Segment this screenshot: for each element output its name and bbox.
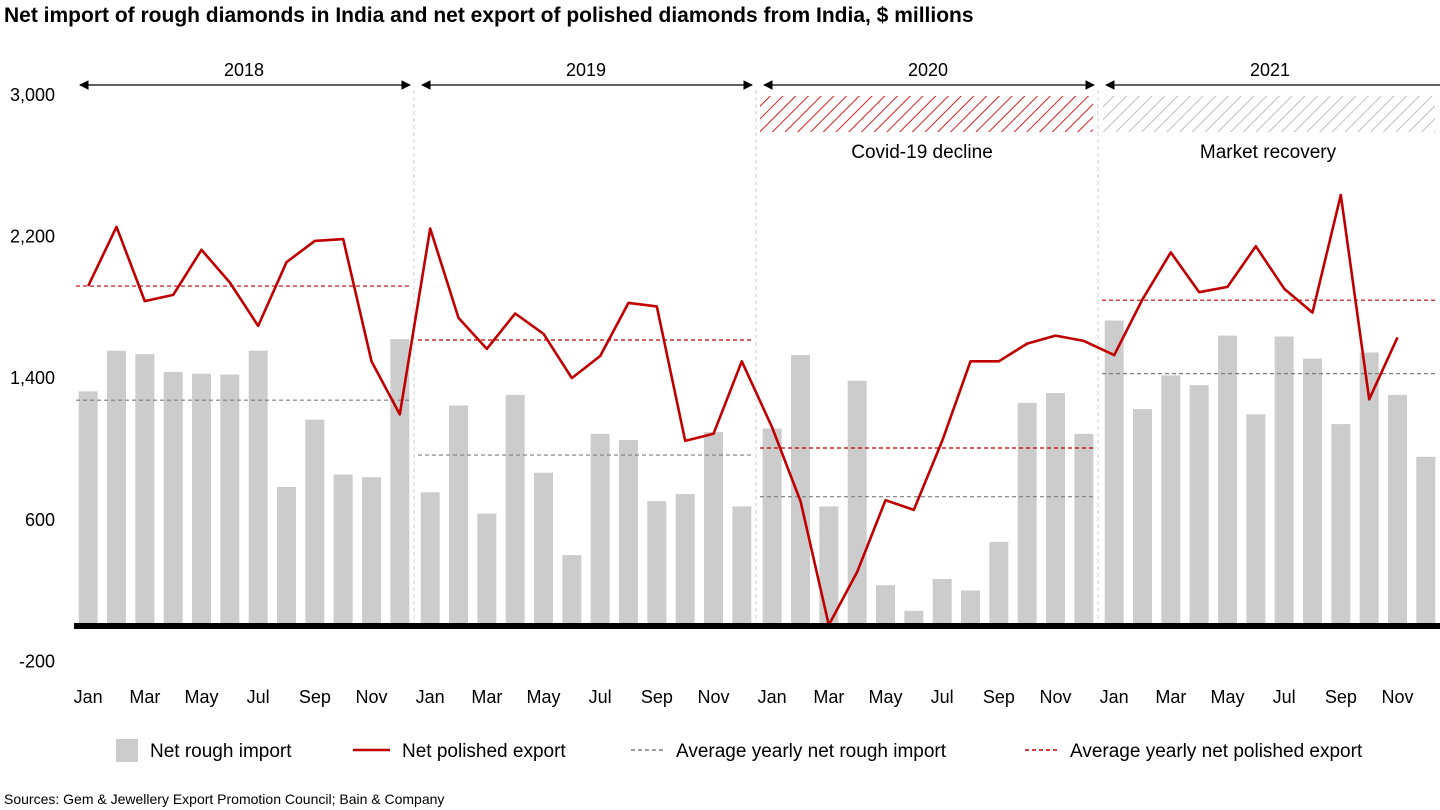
bar-rough-2021-9 (1331, 424, 1351, 625)
legend-label-polished: Net polished export (402, 741, 566, 762)
x-tick-label: Nov (355, 687, 387, 707)
bar-rough-2018-1 (78, 391, 98, 625)
bar-rough-2021-3 (1161, 375, 1181, 625)
diamond-trade-chart: Covid-19 decline Market recovery 2018 2019… (10, 60, 1440, 762)
x-tick-label: Mar (1155, 687, 1186, 707)
x-tick-label: Mar (129, 687, 160, 707)
y-tick-label: 600 (25, 510, 55, 530)
bar-rough-2021-11 (1388, 394, 1407, 625)
bar-rough-2021-5 (1218, 335, 1237, 625)
bar-rough-2018-3 (135, 354, 155, 625)
bar-rough-2019-5 (534, 472, 553, 625)
bar-rough-2019-4 (505, 394, 525, 625)
bar-rough-2019-12 (732, 506, 752, 625)
year-label-2020: 2020 (908, 60, 948, 80)
recovery-hatch-band (1103, 96, 1435, 132)
year-label-2018: 2018 (224, 60, 264, 80)
x-tick-label: Mar (813, 687, 844, 707)
year-label-2021: 2021 (1250, 60, 1290, 80)
x-tick-label: May (1210, 687, 1244, 707)
bar-rough-2018-6 (220, 374, 240, 625)
legend-label-rough-avg: Average yearly net rough import (676, 741, 947, 762)
bar-rough-2021-4 (1189, 385, 1209, 625)
bar-rough-2018-12 (390, 339, 410, 625)
bar-rough-2020-7 (932, 578, 952, 625)
bar-rough-2018-9 (305, 419, 325, 625)
legend-label-rough: Net rough import (150, 741, 292, 762)
bar-rough-2019-11 (704, 432, 723, 625)
x-tick-label: Jul (247, 687, 270, 707)
bar-rough-2018-5 (192, 373, 211, 625)
bar-rough-2019-9 (647, 501, 667, 625)
bar-rough-2019-7 (590, 433, 610, 625)
bar-rough-2021-12 (1416, 456, 1436, 625)
bar-rough-2020-10 (1017, 402, 1037, 625)
bar-rough-2020-12 (1074, 433, 1094, 625)
x-tick-label: Nov (1039, 687, 1071, 707)
bar-rough-2019-8 (619, 440, 638, 625)
bar-rough-2020-3 (819, 506, 839, 625)
x-tick-label: Sep (1325, 687, 1357, 707)
year-label-2019: 2019 (566, 60, 606, 80)
bar-rough-2021-2 (1133, 409, 1152, 625)
bar-rough-2019-3 (477, 513, 497, 625)
x-tick-label: Jul (1273, 687, 1296, 707)
bar-rough-2020-2 (791, 355, 810, 625)
x-tick-label: May (526, 687, 560, 707)
recovery-annotation: Market recovery (1200, 142, 1337, 163)
bar-rough-2020-8 (961, 590, 980, 625)
x-tick-label: Jan (74, 687, 103, 707)
y-tick-label: 2,200 (10, 227, 55, 247)
covid-hatch-band (760, 96, 1093, 132)
bar-rough-2018-7 (248, 350, 268, 625)
bar-rough-2021-10 (1359, 352, 1379, 625)
bar-rough-2021-6 (1246, 414, 1266, 625)
x-tick-label: Jan (416, 687, 445, 707)
bar-rough-2018-2 (107, 350, 126, 625)
bar-rough-2018-10 (333, 474, 353, 625)
bar-rough-2020-1 (762, 428, 782, 625)
bar-rough-2018-4 (163, 371, 183, 625)
bar-rough-2018-11 (362, 477, 381, 625)
x-tick-label: May (184, 687, 218, 707)
bar-rough-2021-8 (1303, 358, 1322, 625)
y-tick-label: -200 (19, 651, 55, 671)
x-tick-label: Sep (299, 687, 331, 707)
bar-rough-2019-10 (675, 494, 695, 625)
bar-rough-2020-11 (1046, 393, 1065, 625)
x-tick-label: Mar (471, 687, 502, 707)
line-net-polished-export (87, 193, 1399, 627)
bar-rough-2019-2 (449, 405, 468, 625)
x-tick-label: Jul (931, 687, 954, 707)
y-tick-label: 1,400 (10, 368, 55, 388)
source-note: Sources: Gem & Jewellery Export Promotio… (4, 791, 445, 807)
x-tick-label: May (868, 687, 902, 707)
legend-label-polished-avg: Average yearly net polished export (1070, 741, 1363, 762)
x-tick-label: Jan (1100, 687, 1129, 707)
bar-rough-2019-6 (562, 555, 582, 625)
x-tick-label: Sep (983, 687, 1015, 707)
legend-swatch-rough (116, 739, 138, 762)
bar-rough-2020-9 (989, 541, 1009, 625)
bar-rough-2020-4 (847, 380, 867, 625)
y-tick-label: 3,000 (10, 85, 55, 105)
chart-title: Net import of rough diamonds in India an… (4, 4, 974, 27)
bar-rough-2020-6 (904, 610, 924, 625)
covid-annotation: Covid-19 decline (851, 142, 993, 163)
x-tick-label: Sep (641, 687, 673, 707)
x-tick-label: Nov (1381, 687, 1413, 707)
bar-rough-2018-8 (277, 486, 296, 625)
bar-rough-2020-5 (876, 585, 895, 625)
x-tick-label: Nov (697, 687, 729, 707)
x-tick-label: Jul (589, 687, 612, 707)
bar-rough-2019-1 (420, 492, 440, 625)
bar-rough-2021-1 (1104, 320, 1124, 625)
x-tick-label: Jan (758, 687, 787, 707)
bar-rough-2021-7 (1274, 336, 1294, 625)
